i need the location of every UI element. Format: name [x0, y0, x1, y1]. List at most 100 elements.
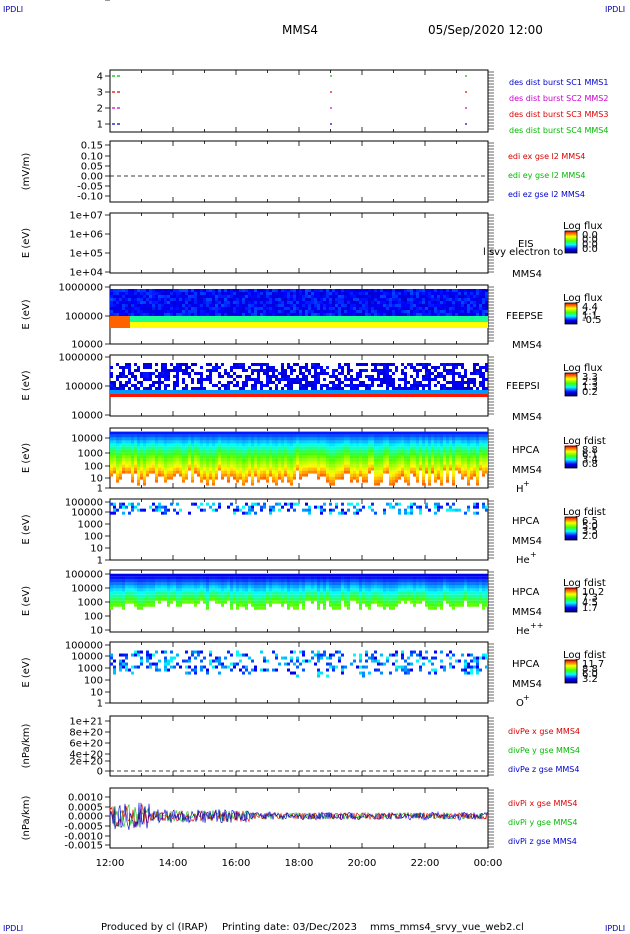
heatmap-cell — [422, 289, 425, 292]
heatmap-cell — [119, 603, 122, 607]
heatmap-cell — [419, 511, 422, 515]
heatmap-cell — [191, 310, 194, 313]
heatmap-cell — [428, 449, 431, 453]
heatmap-cell — [470, 304, 473, 307]
heatmap-cell — [395, 366, 398, 369]
heatmap-cell — [152, 591, 155, 595]
heatmap-cell — [449, 505, 452, 509]
heatmap-cell — [236, 366, 239, 369]
heatmap-cell — [434, 375, 437, 378]
heatmap-cell — [458, 307, 461, 310]
heatmap-cell — [113, 298, 116, 301]
heatmap-cell — [113, 295, 116, 298]
heatmap-cell — [179, 591, 182, 595]
heatmap-cell — [194, 304, 197, 307]
heatmap-cell — [170, 476, 173, 480]
heatmap-cell — [419, 440, 422, 444]
heatmap-cell — [320, 301, 323, 304]
heatmap-cell — [134, 470, 137, 474]
heatmap-cell — [170, 307, 173, 310]
heatmap-cell — [266, 313, 269, 316]
heatmap-cell — [254, 295, 257, 298]
heatmap-cell — [194, 289, 197, 292]
heatmap-cell — [236, 576, 239, 580]
heatmap-cell — [176, 443, 179, 447]
heatmap-cell — [146, 366, 149, 369]
heatmap-cell — [404, 431, 407, 435]
heatmap-cell — [161, 310, 164, 313]
heatmap-cell — [392, 298, 395, 301]
heatmap-cell — [251, 307, 254, 310]
heatmap-cell — [482, 384, 485, 387]
heatmap-cell — [305, 304, 308, 307]
heatmap-cell — [215, 585, 218, 589]
heatmap-cell — [269, 446, 272, 450]
heatmap-cell — [476, 446, 479, 450]
heatmap-cell — [335, 476, 338, 480]
heatmap-cell — [200, 594, 203, 598]
colorbar-title: Log flux — [563, 293, 603, 304]
heatmap-cell — [215, 576, 218, 580]
heatmap-cell — [116, 434, 119, 438]
heatmap-cell — [119, 366, 122, 369]
heatmap-cell — [470, 313, 473, 316]
heatmap-cell — [257, 369, 260, 372]
heatmap-cell — [242, 387, 245, 390]
heatmap-cell — [239, 452, 242, 456]
heatmap-cell — [242, 301, 245, 304]
heatmap-cell — [215, 597, 218, 601]
heatmap-cell — [224, 434, 227, 438]
heatmap-cell — [314, 310, 317, 313]
heatmap-cell — [320, 446, 323, 450]
heatmap-cell — [407, 292, 410, 295]
heatmap-cell — [407, 304, 410, 307]
heatmap-cell — [281, 443, 284, 447]
heatmap-cell — [212, 594, 215, 598]
heatmap-cell — [125, 298, 128, 301]
heatmap-cell — [299, 384, 302, 387]
heatmap-cell — [218, 289, 221, 292]
heatmap-cell — [212, 461, 215, 465]
heatmap-cell — [371, 301, 374, 304]
heatmap-cell — [191, 381, 194, 384]
heatmap-cell — [437, 381, 440, 384]
heatmap-cell — [296, 307, 299, 310]
heatmap-cell — [209, 470, 212, 474]
heatmap-cell — [386, 378, 389, 381]
heatmap-cell — [122, 313, 125, 316]
heatmap-cell — [170, 289, 173, 292]
heatmap-cell — [347, 508, 350, 512]
heatmap-cell — [470, 461, 473, 465]
heatmap-cell — [218, 582, 221, 586]
heatmap-cell — [170, 431, 173, 435]
heatmap-cell — [416, 289, 419, 292]
heatmap-cell — [323, 313, 326, 316]
heatmap-cell — [317, 467, 320, 471]
heatmap-cell — [293, 434, 296, 438]
heatmap-cell — [251, 304, 254, 307]
heatmap-cell — [314, 378, 317, 381]
heatmap-cell — [311, 443, 314, 447]
heatmap-cell — [221, 458, 224, 462]
heatmap-cell — [446, 470, 449, 474]
heatmap-cell — [116, 508, 119, 512]
heatmap-cell — [116, 440, 119, 444]
heatmap-cell — [218, 381, 221, 384]
heatmap-cell — [308, 434, 311, 438]
heatmap-cell — [356, 289, 359, 292]
heatmap-cell — [473, 384, 476, 387]
heatmap-cell — [125, 440, 128, 444]
heatmap-cell — [248, 458, 251, 462]
heatmap-cell — [317, 464, 320, 468]
heatmap-cell — [275, 455, 278, 459]
heatmap-cell — [386, 446, 389, 450]
heatmap-cell — [326, 301, 329, 304]
heatmap-cell — [248, 307, 251, 310]
heatmap-cell — [317, 372, 320, 375]
heatmap-cell — [248, 301, 251, 304]
heatmap-cell — [341, 446, 344, 450]
heatmap-cell — [302, 461, 305, 465]
heatmap-cell — [245, 585, 248, 589]
heatmap-cell — [260, 434, 263, 438]
heatmap-cell — [458, 446, 461, 450]
